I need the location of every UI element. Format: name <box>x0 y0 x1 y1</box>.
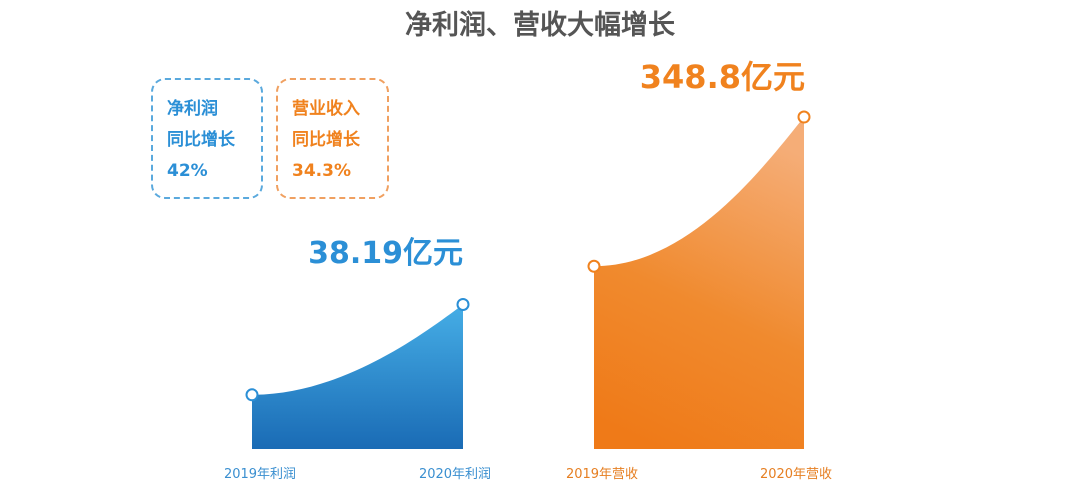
profit-value-label-1: 38.19亿元 <box>308 236 463 271</box>
profit-point-0 <box>245 388 259 402</box>
revenue-value-label-1: 348.8亿元 <box>640 58 805 96</box>
profit-growth-callout: 净利润 同比增长 42% <box>151 78 263 199</box>
profit-area <box>252 304 463 449</box>
revenue-callout-line2: 同比增长 <box>292 130 360 150</box>
revenue-callout-value: 34.3% <box>292 161 351 181</box>
revenue-callout-line1: 营业收入 <box>292 99 360 119</box>
profit-callout-line2: 同比增长 <box>167 130 235 150</box>
revenue-growth-callout: 营业收入 同比增长 34.3% <box>276 78 389 199</box>
profit-category-label-1: 2020年利润 <box>419 467 491 482</box>
profit-callout-value: 42% <box>167 161 208 181</box>
profit-callout-line1: 净利润 <box>167 99 218 119</box>
revenue-area <box>594 117 804 449</box>
revenue-category-label-0: 2019年营收 <box>566 467 638 482</box>
revenue-category-label-1: 2020年营收 <box>760 467 832 482</box>
profit-category-label-0: 2019年利润 <box>224 467 296 482</box>
revenue-point-1 <box>797 110 811 124</box>
revenue-point-0 <box>587 259 601 273</box>
chart-title: 净利润、营收大幅增长 <box>405 9 676 41</box>
profit-point-1 <box>456 297 470 311</box>
